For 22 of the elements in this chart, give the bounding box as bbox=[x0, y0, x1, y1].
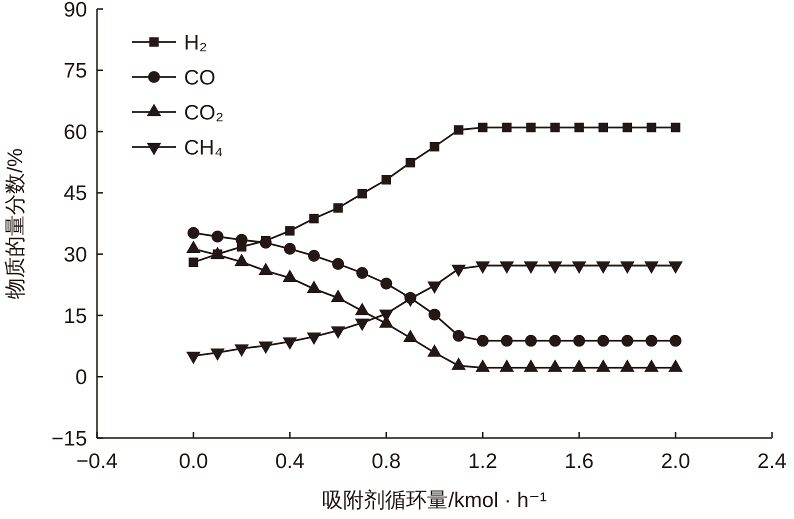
x-tick-label: 0.8 bbox=[372, 450, 401, 473]
y-tick-label: 30 bbox=[64, 243, 87, 266]
y-tick-label: 0 bbox=[75, 366, 87, 390]
x-tick-label: 1.6 bbox=[564, 450, 594, 473]
legend-label: CH₄ bbox=[184, 136, 223, 160]
x-axis-title: 吸附剂循环量/kmol · h⁻¹ bbox=[322, 489, 547, 512]
y-tick-label: 60 bbox=[64, 120, 87, 144]
legend-label: H₂ bbox=[184, 31, 208, 54]
legend-label: CO₂ bbox=[184, 101, 224, 124]
x-tick-label: −0.4 bbox=[76, 450, 118, 473]
y-tick-label: 90 bbox=[64, 0, 87, 22]
y-tick-label: 15 bbox=[64, 304, 87, 328]
y-tick-label: 45 bbox=[64, 182, 87, 206]
legend-label: CO bbox=[184, 66, 216, 90]
y-tick-label: 75 bbox=[64, 60, 87, 83]
x-tick-label: 0.4 bbox=[275, 450, 305, 473]
x-tick-label: 2.4 bbox=[757, 450, 787, 473]
y-axis-title: 物质的量分数/% bbox=[4, 148, 27, 299]
x-tick-label: 1.2 bbox=[468, 450, 498, 473]
x-tick-label: 0.0 bbox=[178, 450, 208, 473]
y-tick-label: −15 bbox=[51, 427, 87, 450]
x-tick-label: 2.0 bbox=[660, 450, 690, 473]
